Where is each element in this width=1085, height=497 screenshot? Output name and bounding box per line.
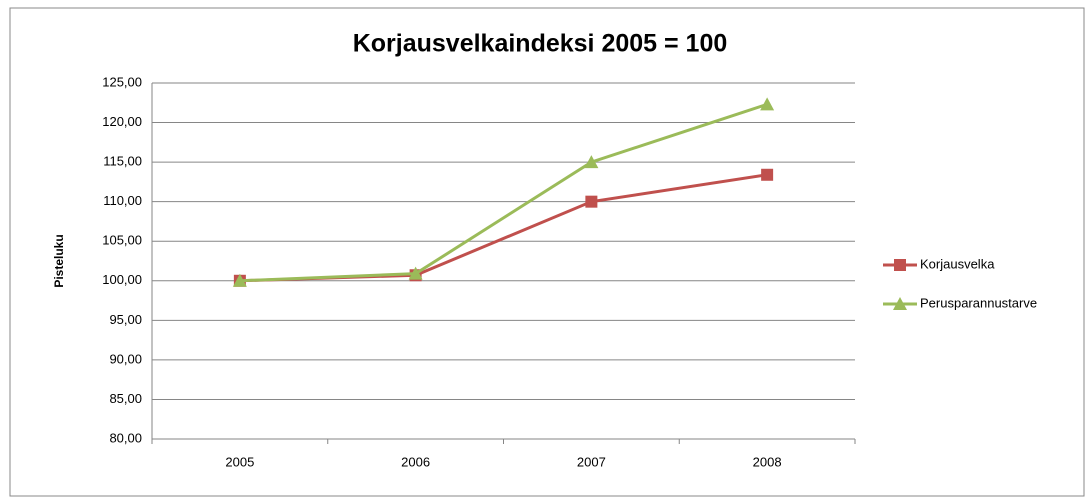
x-tick-label: 2008	[753, 454, 782, 469]
y-tick-label: 115,00	[103, 154, 142, 169]
marker	[584, 155, 599, 169]
y-tick-label: 100,00	[102, 272, 142, 287]
x-tick-label: 2006	[401, 454, 430, 469]
y-tick-label: 80,00	[109, 430, 142, 445]
marker	[893, 297, 907, 310]
marker	[894, 259, 906, 271]
y-tick-label: 90,00	[109, 351, 142, 366]
y-tick-label: 95,00	[109, 312, 142, 327]
y-tick-label: 85,00	[109, 391, 142, 406]
marker	[408, 266, 423, 280]
marker	[232, 273, 247, 287]
x-tick-label: 2007	[577, 454, 606, 469]
line	[239, 102, 768, 283]
y-tick-label: 110,00	[103, 193, 142, 208]
marker	[760, 97, 775, 111]
chart-title: Korjausvelkaindeksi 2005 = 100	[353, 30, 728, 58]
legend-label: Perusparannustarve	[920, 295, 1037, 310]
x-tick-label: 2005	[225, 454, 254, 469]
marker	[585, 195, 598, 208]
y-tick-label: 125,00	[102, 74, 142, 89]
y-tick-label: 105,00	[102, 233, 142, 248]
legend-label: Korjausvelka	[920, 256, 995, 271]
marker	[761, 168, 774, 181]
y-axis-label: Pisteluku	[52, 234, 66, 287]
chart-frame	[9, 7, 1085, 497]
y-tick-label: 120,00	[102, 114, 142, 129]
